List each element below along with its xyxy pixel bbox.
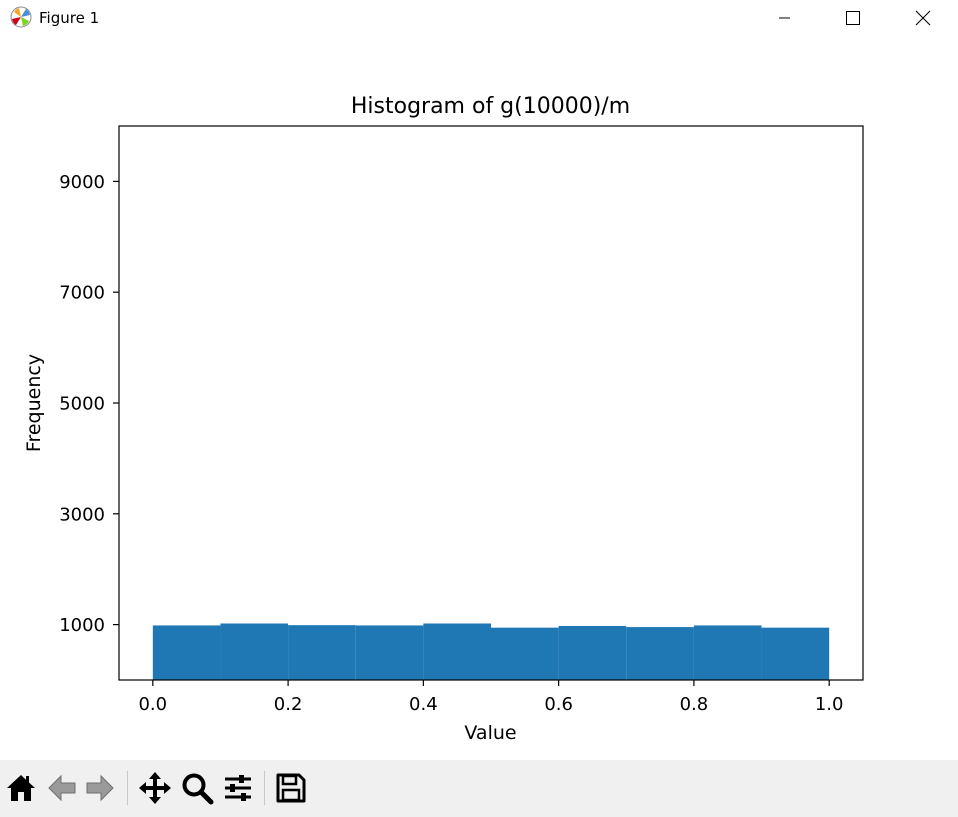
- x-axis-ticks: 0.0 0.2 0.4 0.6 0.8 1.0: [138, 680, 844, 715]
- x-tick-label: 0.8: [680, 694, 709, 715]
- forward-button[interactable]: [80, 766, 120, 810]
- save-button[interactable]: [271, 766, 311, 810]
- figure-canvas[interactable]: Histogram of g(10000)/m 0.0 0.2 0.4 0.6 0.8 1…: [0, 36, 958, 760]
- window-title: Figure 1: [39, 9, 100, 27]
- y-axis-ticks: 1000 3000 5000 7000 9000: [59, 172, 119, 636]
- home-icon: [7, 775, 35, 801]
- toolbar-separator: [127, 771, 128, 805]
- x-tick-label: 0.6: [544, 694, 573, 715]
- histogram-bar: [152, 625, 221, 680]
- histogram-bar: [761, 627, 830, 680]
- histogram-bar: [288, 625, 356, 680]
- y-axis-label: Frequency: [23, 354, 45, 452]
- histogram-chart: Histogram of g(10000)/m 0.0 0.2 0.4 0.6 0.8 1…: [23, 94, 864, 744]
- y-tick-label: 5000: [59, 394, 105, 415]
- chart-title: Histogram of g(10000)/m: [351, 94, 630, 119]
- toolbar-separator: [264, 771, 265, 805]
- pan-arrows-icon: [139, 772, 171, 804]
- matplotlib-logo-icon: [10, 6, 32, 28]
- floppy-disk-icon: [276, 773, 306, 803]
- x-tick-label: 0.2: [274, 694, 303, 715]
- histogram-bar: [693, 625, 762, 680]
- configure-subplots-button[interactable]: [218, 766, 258, 810]
- maximize-button[interactable]: [830, 0, 876, 36]
- home-button[interactable]: [1, 766, 41, 810]
- forward-arrow-icon: [86, 774, 114, 802]
- magnifier-icon: [182, 773, 214, 805]
- histogram-bar: [355, 625, 424, 680]
- pan-button[interactable]: [135, 766, 175, 810]
- histogram-bar: [626, 627, 694, 680]
- x-tick-label: 0.4: [409, 694, 438, 715]
- close-button[interactable]: [900, 0, 946, 36]
- x-axis-label: Value: [464, 722, 516, 744]
- x-tick-label: 0.0: [138, 694, 167, 715]
- window-titlebar: Figure 1: [0, 0, 958, 36]
- y-tick-label: 7000: [59, 283, 105, 304]
- sliders-icon: [225, 775, 251, 801]
- histogram-bar: [423, 623, 491, 680]
- histogram-bar: [491, 627, 559, 680]
- y-tick-label: 1000: [59, 615, 105, 636]
- histogram-bar: [220, 623, 289, 680]
- axes-frame: [118, 125, 864, 681]
- y-tick-label: 3000: [59, 504, 105, 525]
- maximize-icon: [846, 11, 860, 25]
- histogram-bar: [558, 625, 627, 680]
- back-arrow-icon: [48, 774, 76, 802]
- x-tick-label: 1.0: [815, 694, 844, 715]
- back-button[interactable]: [42, 766, 82, 810]
- zoom-button[interactable]: [177, 766, 217, 810]
- histogram-bars: [152, 623, 830, 680]
- minimize-button[interactable]: [761, 0, 807, 36]
- navigation-toolbar: [0, 760, 958, 817]
- minimize-icon: [779, 17, 790, 19]
- close-icon: [915, 10, 931, 26]
- y-tick-label: 9000: [59, 172, 105, 193]
